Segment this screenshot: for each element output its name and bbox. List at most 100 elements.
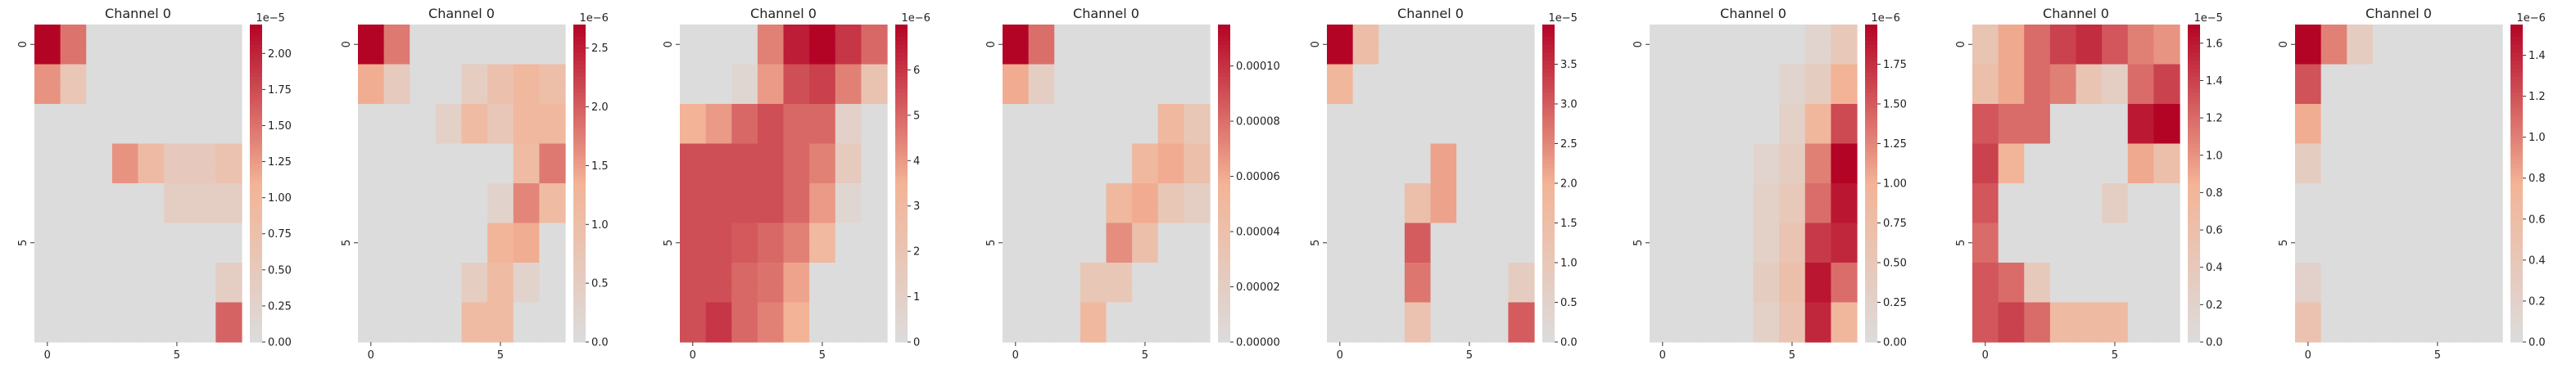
- heatmap-cell: [1972, 302, 1999, 323]
- heatmap-cell: [138, 203, 165, 224]
- heatmap-cell: [215, 203, 242, 224]
- colorbar-segment: [1865, 210, 1877, 216]
- heatmap-cell: [2320, 163, 2347, 184]
- heatmap-cell: [1430, 83, 1457, 105]
- heatmap-cell: [1831, 83, 1858, 105]
- heatmap-cell: [2450, 242, 2477, 263]
- colorbar-segment: [1865, 92, 1877, 97]
- heatmap-cell: [783, 25, 810, 45]
- heatmap-cell: [1003, 223, 1030, 244]
- heatmap-cell: [1430, 223, 1457, 244]
- heatmap-cell: [2127, 302, 2154, 323]
- heatmap-cell: [1779, 25, 1806, 45]
- heatmap-cell: [358, 25, 385, 45]
- heatmap-cell: [86, 104, 113, 124]
- heatmap-cell: [138, 143, 165, 164]
- colorbar-segment: [2510, 195, 2523, 200]
- heatmap-cell: [2076, 124, 2103, 145]
- heatmap-cell: [1028, 104, 1055, 124]
- colorbar-segment: [573, 64, 586, 69]
- heatmap-cell: [2049, 242, 2077, 263]
- colorbar-segment: [2188, 286, 2200, 291]
- colorbar-segment: [573, 259, 586, 263]
- heatmap-cell: [2450, 104, 2477, 124]
- heatmap-cell: [358, 104, 385, 124]
- colorbar-segment: [895, 302, 908, 307]
- colorbar-tick-label: 1.0: [1560, 258, 1578, 270]
- colorbar-segment: [1865, 330, 1877, 335]
- heatmap-cell: [215, 44, 242, 65]
- colorbar-segment: [250, 298, 262, 304]
- colorbar-segment: [1218, 104, 1230, 109]
- colorbar-segment: [1218, 163, 1230, 169]
- heatmap-cell: [1508, 64, 1535, 85]
- heatmap-cell: [705, 282, 732, 304]
- heatmap-cell: [1054, 223, 1081, 244]
- colorbar-segment: [1542, 163, 1555, 169]
- colorbar-segment: [1542, 310, 1555, 315]
- colorbar-segment: [250, 199, 262, 204]
- heatmap-cell: [539, 163, 566, 184]
- heatmap-cell: [1054, 203, 1081, 224]
- colorbar-segment: [250, 191, 262, 196]
- colorbar-segment: [250, 235, 262, 240]
- colorbar-segment: [1218, 79, 1230, 85]
- heatmap-cell: [1327, 282, 1354, 304]
- heatmap-cell: [60, 322, 87, 343]
- colorbar-segment: [2188, 171, 2200, 176]
- heatmap-cell: [2347, 263, 2374, 283]
- heatmap-cell: [1003, 64, 1030, 85]
- heatmap-cell: [1701, 83, 1728, 105]
- heatmap-cell: [358, 282, 385, 304]
- colorbar-segment: [2188, 159, 2200, 164]
- colorbar-segment: [2188, 155, 2200, 160]
- heatmap-cell: [835, 242, 862, 263]
- heatmap-cell: [1028, 203, 1055, 224]
- heatmap-cell: [410, 242, 437, 263]
- colorbar-segment: [1218, 259, 1230, 263]
- colorbar-segment: [573, 48, 586, 53]
- heatmap-cell: [1157, 282, 1184, 304]
- heatmap-cell: [461, 263, 488, 283]
- heatmap-cell: [1003, 83, 1030, 105]
- colorbar-segment: [1865, 302, 1877, 307]
- colorbar-segment: [2510, 76, 2523, 81]
- colorbar-tick-label: 0.00008: [1236, 116, 1280, 128]
- colorbar-segment: [2510, 124, 2523, 128]
- heatmap-cell: [189, 203, 216, 224]
- y-tick-label: 5: [1632, 240, 1645, 246]
- heatmap-cell: [1054, 25, 1081, 45]
- heatmap-cell: [2076, 163, 2103, 184]
- heatmap-cell: [1379, 25, 1406, 45]
- heatmap-cell: [757, 64, 785, 85]
- colorbar-segment: [250, 139, 262, 145]
- colorbar-segment: [250, 210, 262, 216]
- colorbar-segment: [2188, 259, 2200, 263]
- colorbar-segment: [1865, 76, 1877, 81]
- heatmap-cell: [487, 183, 514, 204]
- colorbar-segment: [573, 338, 586, 343]
- heatmap-cell: [2424, 83, 2452, 105]
- heatmap-cell: [2320, 25, 2347, 45]
- colorbar-segment: [1865, 96, 1877, 101]
- colorbar-segment: [1218, 179, 1230, 184]
- colorbar-tick-label: 0.5: [591, 278, 609, 290]
- colorbar-segment: [895, 242, 908, 248]
- colorbar-segment: [250, 167, 262, 173]
- heatmap-cell: [1430, 163, 1457, 184]
- heatmap-cell: [111, 163, 139, 184]
- colorbar-segment: [2510, 274, 2523, 279]
- colorbar-segment: [2510, 131, 2523, 137]
- heatmap-cell: [435, 242, 463, 263]
- heatmap-cell: [1650, 282, 1677, 304]
- heatmap-cell: [2024, 25, 2051, 45]
- heatmap-cell: [383, 263, 410, 283]
- heatmap-cell: [2424, 124, 2452, 145]
- heatmap-cell: [680, 282, 707, 304]
- heatmap-cell: [809, 143, 836, 164]
- heatmap-cell: [2347, 64, 2374, 85]
- heatmap-cell: [1028, 322, 1055, 343]
- colorbar-segment: [1865, 183, 1877, 188]
- colorbar-segment: [2510, 28, 2523, 34]
- colorbar-segment: [1865, 195, 1877, 200]
